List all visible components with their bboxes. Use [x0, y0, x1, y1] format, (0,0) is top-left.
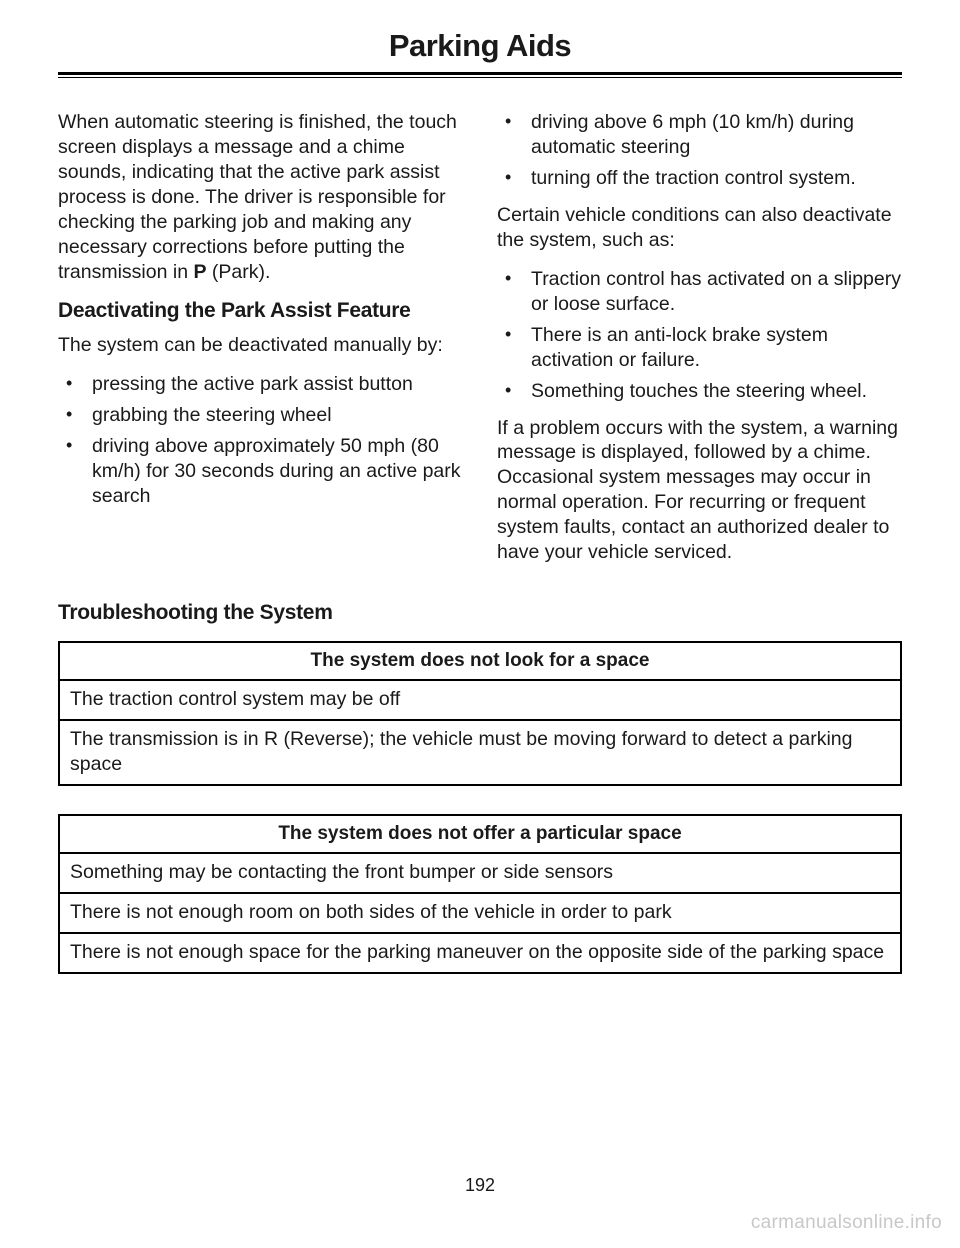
troubleshooting-heading: Troubleshooting the System: [58, 601, 902, 625]
conditions-list: Traction control has activated on a slip…: [497, 267, 902, 404]
table-row: The traction control system may be off: [59, 680, 901, 720]
list-item: Traction control has activated on a slip…: [497, 267, 902, 317]
left-column: When automatic steering is finished, the…: [58, 110, 463, 579]
table-cell: There is not enough room on both sides o…: [59, 893, 901, 933]
deactivating-heading: Deactivating the Park Assist Feature: [58, 299, 463, 324]
table-cell: The traction control system may be off: [59, 680, 901, 720]
table-cell: Something may be contacting the front bu…: [59, 853, 901, 893]
table-row: There is not enough room on both sides o…: [59, 893, 901, 933]
chapter-title: Parking Aids: [58, 28, 902, 64]
table-row: The transmission is in R (Reverse); the …: [59, 720, 901, 785]
table-header-row: The system does not look for a space: [59, 642, 901, 680]
header-rule-thin: [58, 77, 902, 78]
watermark-text: carmanualsonline.info: [751, 1212, 942, 1234]
list-item: There is an anti-lock brake system activ…: [497, 323, 902, 373]
manual-page: Parking Aids When automatic steering is …: [0, 0, 960, 974]
intro-paragraph: When automatic steering is finished, the…: [58, 110, 463, 285]
table-header-row: The system does not offer a particular s…: [59, 815, 901, 853]
list-item: driving above 6 mph (10 km/h) during aut…: [497, 110, 902, 160]
header-rule-thick: [58, 72, 902, 75]
list-item: Something touches the steering wheel.: [497, 379, 902, 404]
page-number: 192: [0, 1175, 960, 1196]
table-header: The system does not offer a particular s…: [59, 815, 901, 853]
table-row: There is not enough space for the parkin…: [59, 933, 901, 973]
right-column: driving above 6 mph (10 km/h) during aut…: [497, 110, 902, 579]
list-item: turning off the traction control system.: [497, 166, 902, 191]
table-cell: The transmission is in R (Reverse); the …: [59, 720, 901, 785]
continuation-list: driving above 6 mph (10 km/h) during aut…: [497, 110, 902, 191]
list-item: grabbing the steering wheel: [58, 403, 463, 428]
problem-paragraph: If a problem occurs with the system, a w…: [497, 416, 902, 566]
troubleshoot-table-1: The system does not look for a space The…: [58, 641, 902, 786]
table-header: The system does not look for a space: [59, 642, 901, 680]
troubleshoot-table-2: The system does not offer a particular s…: [58, 814, 902, 974]
table-row: Something may be contacting the front bu…: [59, 853, 901, 893]
list-item: driving above approximately 50 mph (80 k…: [58, 434, 463, 509]
conditions-intro: Certain vehicle conditions can also deac…: [497, 203, 902, 253]
two-column-layout: When automatic steering is finished, the…: [58, 110, 902, 579]
table-cell: There is not enough space for the parkin…: [59, 933, 901, 973]
list-item: pressing the active park assist button: [58, 372, 463, 397]
deactivating-intro: The system can be deactivated manually b…: [58, 333, 463, 358]
intro-text-pre: When automatic steering is finished, the…: [58, 111, 457, 283]
deactivating-list: pressing the active park assist button g…: [58, 372, 463, 509]
intro-text-post: (Park).: [206, 261, 270, 283]
intro-bold-p: P: [193, 261, 206, 283]
